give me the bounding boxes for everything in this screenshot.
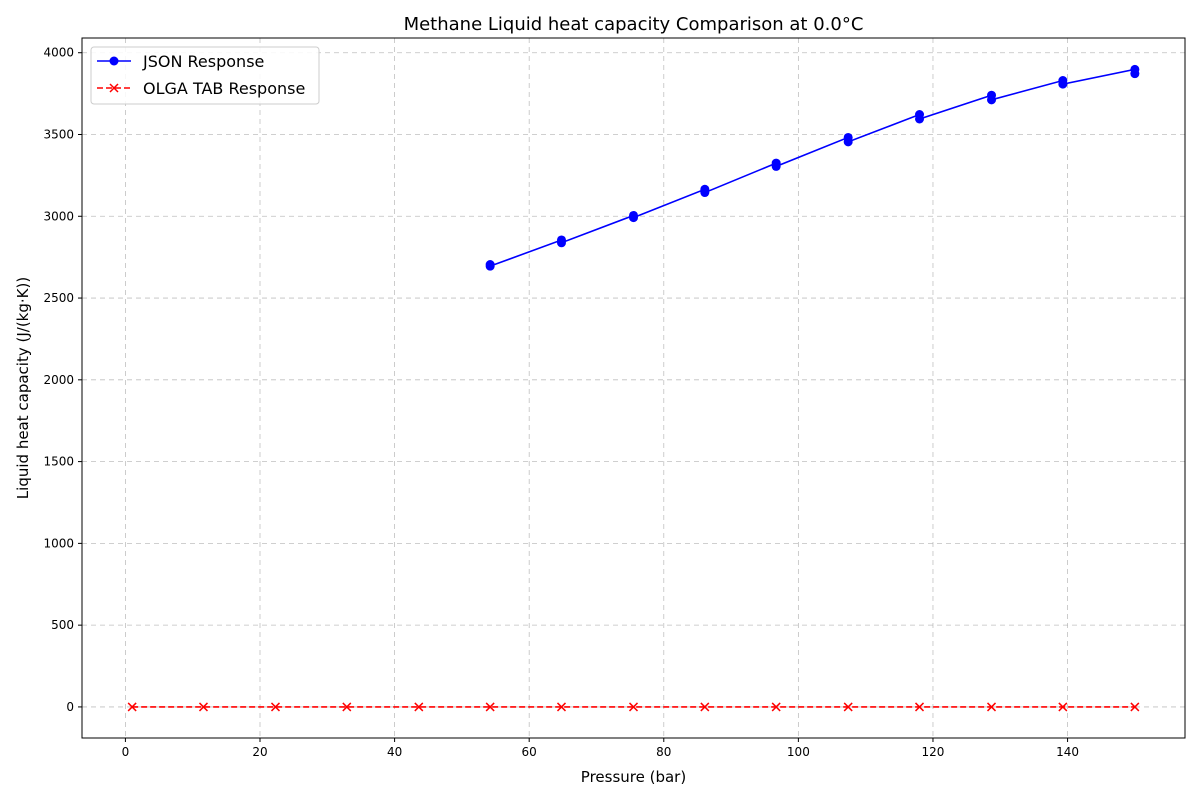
y-tick-label: 500 (51, 618, 74, 632)
data-point (987, 95, 997, 105)
series (127, 64, 1140, 712)
data-point (556, 238, 566, 248)
x-tick-label: 40 (387, 745, 402, 759)
data-point (914, 702, 925, 712)
legend: JSON Response OLGA TAB Response (90, 46, 320, 105)
data-point (628, 702, 639, 712)
data-point (700, 188, 710, 198)
data-point (485, 261, 495, 271)
y-tick-label: 3000 (43, 209, 74, 223)
x-tick-label: 100 (787, 745, 810, 759)
data-point (1058, 702, 1068, 712)
x-tick-label: 60 (522, 745, 537, 759)
data-point (342, 702, 352, 712)
x-tick-label: 20 (252, 745, 267, 759)
data-point (986, 702, 997, 712)
legend-label-json: JSON Response (142, 52, 264, 71)
y-tick-label: 1000 (43, 536, 74, 550)
y-tick-label: 2000 (43, 373, 74, 387)
x-tick-label: 140 (1056, 745, 1079, 759)
x-tick-label: 120 (922, 745, 945, 759)
y-tick-label: 2500 (43, 291, 74, 305)
y-tick-label: 0 (66, 700, 74, 714)
legend-label-olga: OLGA TAB Response (143, 79, 305, 98)
data-point (915, 114, 925, 124)
x-tick-label: 0 (122, 745, 130, 759)
data-point (1130, 69, 1140, 79)
y-tick-label: 4000 (43, 46, 74, 60)
data-point (843, 702, 853, 712)
data-point (485, 702, 495, 712)
chart-title: Methane Liquid heat capacity Comparison … (404, 14, 864, 35)
data-point (700, 702, 710, 712)
legend-marker-olga (109, 83, 119, 93)
data-point (1130, 702, 1140, 712)
y-axis-label: Liquid heat capacity (J/(kg·K)) (14, 277, 32, 499)
data-point (127, 702, 137, 712)
legend-marker-json (109, 56, 119, 66)
data-point (414, 702, 424, 712)
ticks: 0 20 40 60 80 100 120 140 0 500 1000 1500 2000 2500 30… (43, 46, 1079, 759)
x-axis-label: Pressure (bar) (581, 768, 686, 786)
plot-frame (81, 37, 1186, 739)
data-point (270, 702, 281, 712)
data-point (198, 702, 209, 712)
legend-box (90, 46, 320, 105)
data-point (771, 702, 781, 712)
grid (82, 38, 1185, 738)
y-tick-label: 3500 (43, 127, 74, 141)
data-point (843, 137, 853, 147)
data-point (1058, 79, 1068, 89)
data-point (556, 702, 567, 712)
y-tick-label: 1500 (43, 455, 74, 469)
series-line-0 (489, 68, 1136, 268)
data-point (629, 213, 638, 223)
x-tick-label: 80 (656, 745, 671, 759)
data-point (771, 161, 781, 171)
